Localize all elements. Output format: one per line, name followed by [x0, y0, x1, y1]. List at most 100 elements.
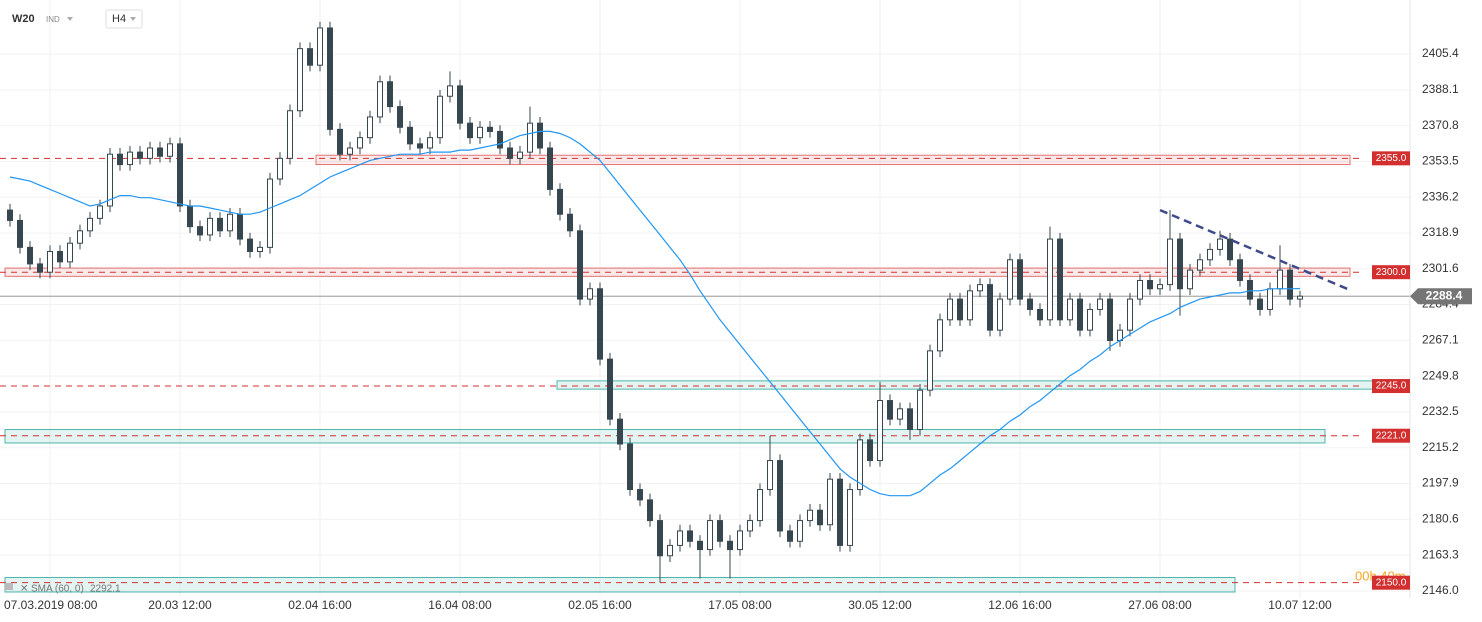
x-tick-label: 30.05 12:00 [848, 598, 912, 612]
y-tick-label: 2318.9 [1422, 225, 1459, 239]
candle-body [47, 250, 53, 273]
x-tick-label: 07.03.2019 08:00 [4, 598, 98, 612]
candle-body [267, 178, 273, 248]
candle-body [447, 85, 453, 97]
zone [315, 154, 1351, 166]
candle-body [437, 95, 443, 139]
candle-body [657, 520, 663, 557]
candle-body [597, 288, 603, 360]
y-tick-label: 2405.4 [1422, 46, 1459, 60]
candle-body [167, 143, 173, 157]
candle-body [867, 439, 873, 462]
candle-body [1067, 298, 1073, 321]
candle-body [537, 122, 543, 149]
candle-body [1197, 259, 1203, 271]
candle-body [1127, 298, 1133, 331]
candle-body [1267, 288, 1273, 310]
candle-body [717, 520, 723, 542]
y-tick-label: 2353.5 [1422, 154, 1459, 168]
candle-body [587, 288, 593, 300]
y-tick-label: 2215.2 [1422, 440, 1459, 454]
candle-body [1257, 298, 1263, 310]
level-label: 2355.0 [1376, 153, 1407, 164]
candle-body [677, 530, 683, 546]
candle-body [627, 443, 633, 491]
candle-body [1237, 259, 1243, 281]
candle-body [377, 81, 383, 118]
candle-body [307, 48, 313, 66]
candle-body [407, 126, 413, 145]
candle-body [507, 147, 513, 159]
candle-body [847, 489, 853, 546]
candle-body [117, 153, 123, 166]
candle-body [77, 230, 83, 244]
dropdown-arrow[interactable] [67, 17, 73, 21]
interval[interactable]: H4 [112, 13, 126, 25]
candle-body [747, 520, 753, 532]
candle-body [97, 205, 103, 219]
level-label-box [1372, 265, 1410, 280]
last-price-label: 2288.4 [1426, 288, 1463, 302]
candle-body [887, 400, 893, 420]
candle-body [1037, 308, 1043, 321]
candle-body [417, 143, 423, 149]
candle-body [1167, 238, 1173, 286]
candle-body [147, 147, 153, 159]
candle-body [177, 143, 183, 207]
candle-body [137, 151, 143, 159]
candle-body [977, 284, 983, 292]
level-label-box [1372, 428, 1410, 443]
candle-body [877, 400, 883, 462]
x-tick-label: 20.03 12:00 [148, 598, 212, 612]
candle-body [1097, 298, 1103, 310]
candle-body [217, 217, 223, 232]
y-tick-label: 2232.5 [1422, 404, 1459, 418]
zone [4, 577, 1236, 593]
candle-body [737, 530, 743, 551]
candle-body [1147, 279, 1153, 290]
candle-body [807, 509, 813, 522]
candle-body [1287, 269, 1293, 300]
candle-body [707, 520, 713, 551]
candle-body [1177, 238, 1183, 290]
zone [556, 380, 1410, 390]
level-label-box [1372, 151, 1410, 166]
y-tick-label: 2249.8 [1422, 368, 1459, 382]
candle-body [607, 358, 613, 420]
candle-body [897, 408, 903, 420]
sma-line [9, 130, 1301, 497]
candle-body [237, 213, 243, 240]
x-tick-label: 17.05 08:00 [708, 598, 772, 612]
candle-body [767, 460, 773, 491]
candle-body [1057, 238, 1063, 321]
candle-body [1227, 238, 1233, 261]
x-tick-label: 10.07 12:00 [1268, 598, 1332, 612]
candle-body [187, 205, 193, 228]
candle-body [1087, 308, 1093, 331]
candle-body [257, 246, 263, 252]
candle-body [527, 122, 533, 153]
candle-body [547, 147, 553, 190]
candle-body [1077, 298, 1083, 331]
candle-body [1107, 298, 1113, 342]
interval-selector[interactable] [105, 9, 143, 29]
dropdown-arrow[interactable] [130, 17, 136, 21]
candle-body [557, 188, 563, 215]
x-tick-label: 02.05 16:00 [568, 598, 632, 612]
level-label-box [1372, 379, 1410, 394]
legend-icon[interactable] [5, 583, 13, 590]
candle-body [247, 238, 253, 252]
candle-body [37, 263, 43, 273]
candle-body [577, 230, 583, 300]
candle-body [27, 246, 33, 265]
candle-body [987, 284, 993, 331]
sma-x[interactable]: ✕ [20, 584, 28, 595]
y-tick-label: 2163.3 [1422, 547, 1459, 561]
candle-body [727, 540, 733, 551]
candle-body [637, 489, 643, 501]
candle-body [67, 242, 73, 263]
candle-body [227, 213, 233, 232]
